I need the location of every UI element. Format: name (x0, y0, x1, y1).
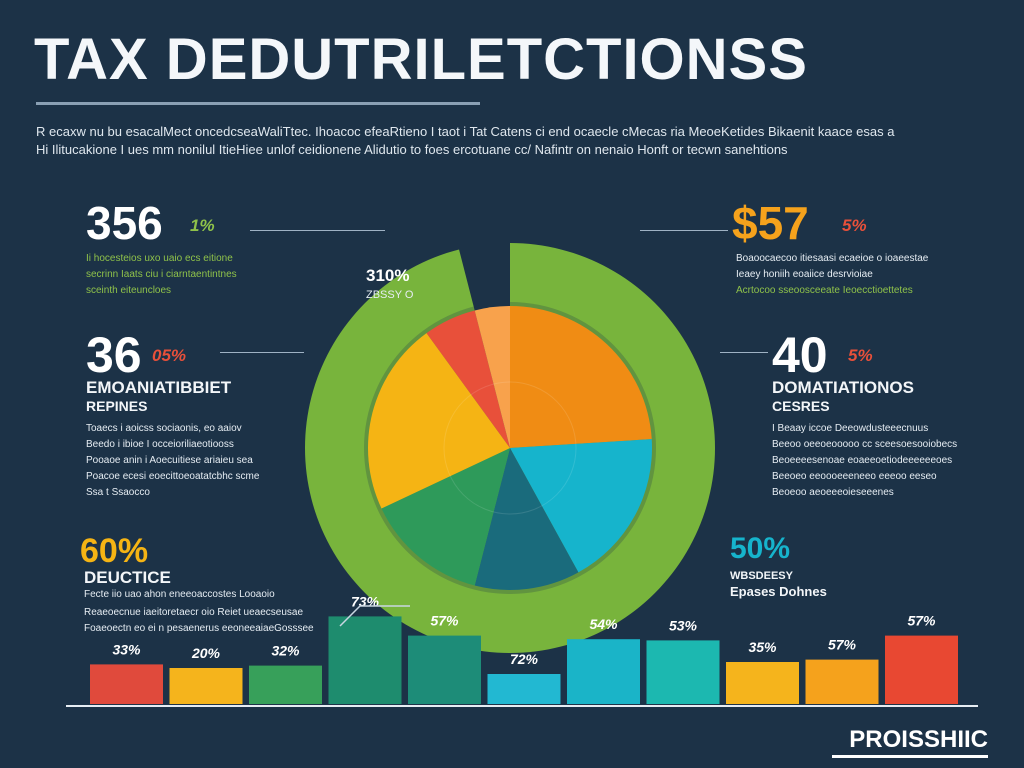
pie-slice-6 (426, 310, 510, 448)
bar-chart: 33% 20% 32% 73% 57% 72% 54% 53% 35% 57% 57% (90, 593, 958, 704)
bar-1 (90, 664, 163, 704)
callout-mid-left-line-5: Ssa t Ssaocco (86, 487, 150, 498)
callout-mid-right-subheading: CESRES (772, 398, 830, 414)
callout-mid-left-subheading: REPINES (86, 398, 148, 414)
callout-bottom-left-heading: DEUCTICE (84, 568, 171, 587)
callout-bottom-right-heading: WBSDEESY (730, 570, 793, 582)
bar-label-9: 35% (748, 639, 777, 655)
pie-slice-3 (474, 448, 579, 590)
pie-slice-2 (510, 439, 652, 573)
brand-underline (832, 755, 988, 758)
bar-4 (328, 616, 402, 704)
pie-slice-7 (474, 306, 510, 448)
callout-bottom-right-subheading: Epases Dohnes (730, 584, 827, 599)
callout-mid-left-line-3: Pooaoe anin i Aoecuitiese ariaieu sea (86, 455, 253, 466)
callout-mid-left-heading: EMOANIATIBBIET (86, 378, 232, 397)
leader-mid-left (220, 352, 304, 353)
callout-top-left-line-2: secrinn Iaats ciu i ciarntaentintnes (86, 269, 237, 280)
bar-label-7: 54% (589, 616, 618, 632)
bar-label-3: 32% (271, 643, 300, 659)
callout-bottom-left-line-3: Foaeoectn eo ei n pesaenerus eeoneeaiaeG… (84, 623, 314, 634)
callout-top-right-line-1: Boaoocaecoo itiesaasi ecaeioe o ioaeesta… (736, 253, 929, 264)
callout-mid-right-heading: DOMATIATIONOS (772, 378, 914, 397)
bar-label-4: 73% (351, 593, 380, 609)
callout-top-right-line-3: Acrtocoo sseoosceeate Ieoecctioettetes (736, 285, 913, 296)
leader-top-left (250, 230, 385, 231)
callout-mid-right-value: 40 (772, 327, 828, 383)
bar-label-2: 20% (191, 645, 221, 661)
callout-mid-right-line-2: Beeoo oeeoeooooo cc sceesoesooiobecs (772, 439, 958, 450)
bar-8 (646, 640, 720, 704)
intro-line-1: R ecaxw nu bu esacalMect oncedcseaWaliTt… (36, 124, 895, 139)
callout-top-right-pct: 5% (842, 216, 867, 235)
bar-11 (885, 635, 958, 704)
bar-label-10: 57% (828, 637, 857, 653)
callout-top-left-line-3: sceinth eiteuncloes (86, 285, 172, 296)
pie-slice-1 (510, 306, 652, 448)
leader-line-bottom-left (339, 605, 410, 627)
pie-label-sub: ZBSSY O (366, 289, 414, 301)
callout-bottom-right-value: 50% (730, 532, 791, 565)
page-title: TAX DEDUTRILETCTIONSS (34, 27, 808, 92)
callout-mid-right-line-4: Beeoeo eeoooeeeneeo eeeoo eeseo (772, 471, 937, 482)
callout-top-right-value: $57 (732, 197, 809, 249)
leader-mid-right (720, 352, 768, 353)
callout-mid-left-line-4: Poacoe ecesi eoecittoeoatatcbhc scme (86, 471, 260, 482)
callout-bottom-left-line-1: Fecte iio uao ahon eneeoaccostes Looaoio (84, 589, 275, 600)
bar-label-1: 33% (112, 641, 141, 657)
callout-mid-right-line-3: Beoeeeesenoae eoaeeoetiodeeeeeeoes (772, 455, 953, 466)
bar-label-6: 72% (510, 651, 539, 667)
callout-mid-right-line-1: I Beaay iccoe Deeowdusteeecnuus (772, 423, 929, 434)
callout-mid-left-pct: 05% (152, 346, 187, 365)
callout-mid-left-line-2: Beedo i ibioe I occeioriliaeotiooss (86, 439, 234, 450)
bar-10 (805, 659, 879, 704)
bar-label-11: 57% (907, 613, 936, 629)
callout-bottom-left-value: 60% (80, 532, 149, 570)
intro-line-2: Hi Ilitucakione I ues mm nonilul ItieHie… (36, 142, 788, 157)
bar-label-8: 53% (669, 617, 698, 633)
pie-label-value: 310% (366, 266, 410, 285)
callout-mid-right-line-5: Beoeoo aeoeeeoieseeenes (772, 487, 894, 498)
bar-3 (249, 665, 322, 704)
pie-slice-5 (368, 333, 510, 509)
pie-slice-4 (381, 448, 510, 586)
leader-top-right (640, 230, 728, 231)
callout-bottom-left-line-2: Reaeoecnue iaeitoretaecr oio Reiet ueaec… (84, 607, 304, 618)
callout-top-left-value: 356 (86, 197, 163, 249)
pie-center-ring (443, 381, 577, 515)
bar-7 (567, 639, 640, 704)
bar-label-5: 57% (430, 613, 459, 629)
bar-5 (408, 635, 481, 704)
bar-9 (726, 662, 799, 704)
callout-top-right-line-2: Ieaey honiih eoaiice desrvioiae (736, 269, 873, 280)
brand-logo: PROISSHIIC (849, 726, 988, 753)
callout-mid-left-line-1: Toaecs i aoicss sociaonis, eo aaiov (86, 423, 242, 434)
callout-mid-left-value: 36 (86, 327, 142, 383)
title-divider (36, 102, 480, 105)
callout-top-left-line-1: Ii hocesteios uxo uaio ecs eitione (86, 253, 233, 264)
bar-2 (169, 668, 243, 704)
callout-mid-right-pct: 5% (848, 346, 873, 365)
bar-6 (487, 674, 561, 704)
callout-top-left-pct: 1% (190, 216, 215, 235)
pie-chart (305, 243, 716, 653)
